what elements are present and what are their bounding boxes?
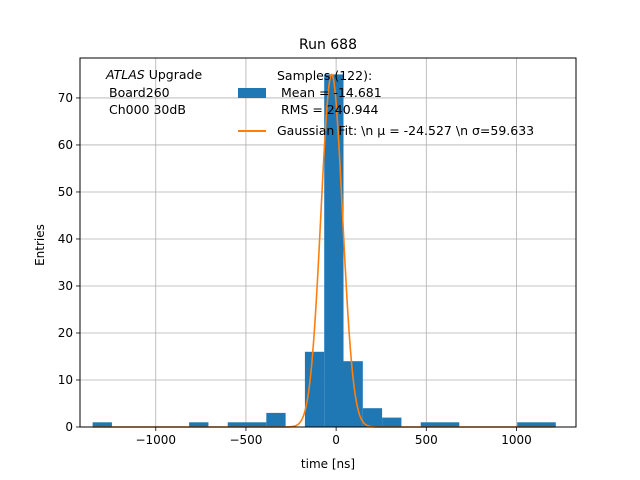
histogram-bar — [420, 422, 441, 427]
legend-fit-label: Gaussian Fit: \n μ = -24.527 \n σ=59.633 — [277, 123, 534, 138]
x-axis-label: time [ns] — [301, 457, 355, 471]
histogram-bar — [227, 422, 248, 427]
histogram-bar — [517, 422, 537, 427]
histogram-bar — [304, 351, 325, 427]
y-tick-label: 40 — [58, 232, 73, 246]
annotation-line-3: Ch000 30dB — [109, 102, 186, 117]
x-axis-ticks: −1000 −500 0 500 1000 — [135, 427, 532, 447]
histogram-bar — [189, 422, 209, 427]
y-tick-label: 30 — [58, 279, 73, 293]
histogram-bars — [92, 74, 556, 427]
legend-hist-line-3: RMS = 240.944 — [277, 102, 379, 117]
annotation-line-2: Board260 — [109, 85, 170, 100]
legend-hist-line-2: Mean = -14.681 — [277, 85, 382, 100]
x-tick-label: −1000 — [135, 433, 176, 447]
y-tick-label: 50 — [58, 185, 73, 199]
x-tick-label: 500 — [415, 433, 438, 447]
legend: Samples (122): Mean = -14.681 RMS = 240.… — [238, 68, 534, 138]
x-tick-label: 1000 — [501, 433, 532, 447]
atlas-annotation: ATLAS Upgrade Board260 Ch000 30dB — [105, 67, 202, 117]
histogram-bar — [266, 412, 286, 427]
histogram-bar — [536, 422, 556, 427]
y-tick-label: 0 — [65, 420, 73, 434]
histogram-bar — [362, 408, 383, 427]
y-axis-label: Entries — [33, 224, 47, 266]
histogram-bar — [324, 74, 344, 427]
legend-hist-patch — [238, 88, 266, 98]
annotation-line-1: ATLAS Upgrade — [105, 67, 202, 82]
upgrade-label: Upgrade — [145, 67, 203, 82]
histogram-bar — [92, 422, 112, 427]
y-tick-label: 60 — [58, 138, 73, 152]
legend-hist-line-1: Samples (122): — [277, 68, 372, 83]
x-tick-label: −500 — [229, 433, 262, 447]
histogram-bar — [440, 422, 460, 427]
atlas-label: ATLAS — [105, 67, 145, 82]
y-axis-ticks: 0 10 20 30 40 50 60 70 — [58, 91, 80, 434]
x-tick-label: 0 — [332, 433, 340, 447]
y-tick-label: 20 — [58, 326, 73, 340]
plot-frame — [79, 57, 577, 428]
y-tick-label: 70 — [58, 91, 73, 105]
histogram-bar — [247, 422, 267, 427]
chart-title: Run 688 — [299, 37, 357, 53]
y-tick-label: 10 — [58, 373, 73, 387]
histogram-bar — [382, 417, 402, 427]
